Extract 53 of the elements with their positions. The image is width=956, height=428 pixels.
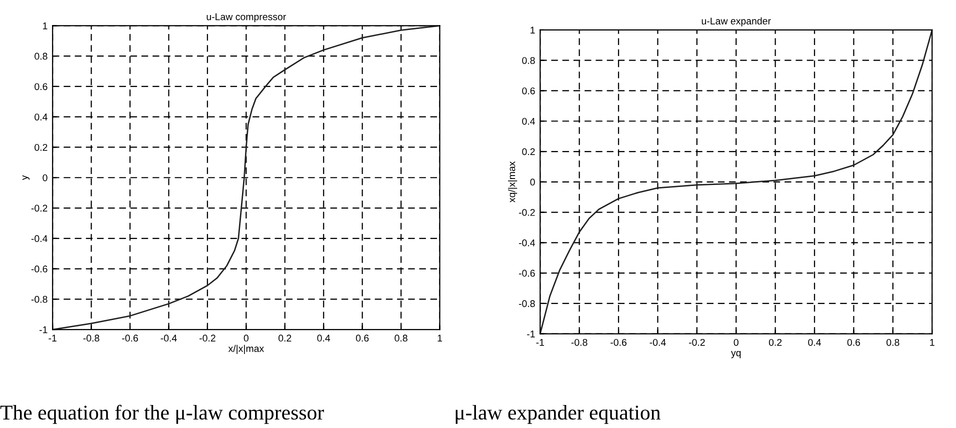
x-tick-label: 0.4 (808, 338, 821, 346)
y-tick-label: 0.8 (34, 52, 48, 60)
y-tick-label: -0.8 (31, 296, 48, 303)
y-tick-label: -1 (40, 326, 48, 334)
x-tick-label: -1 (48, 334, 56, 342)
chart-title: u-Law expander (702, 17, 771, 26)
x-tick-label: 0.6 (356, 334, 369, 342)
x-axis-title: yq (731, 350, 741, 358)
y-tick-label: -0.6 (31, 266, 48, 272)
y-axis-title: y (22, 175, 30, 180)
x-tick-label: 0.2 (278, 334, 292, 342)
x-tick-label: 0.4 (317, 334, 330, 342)
x-tick-label: -0.6 (122, 334, 138, 342)
x-tick-label: -0.6 (610, 338, 626, 346)
y-tick-label: 1 (43, 22, 48, 30)
x-tick-label: -0.4 (650, 338, 666, 346)
y-tick-label: 0 (530, 178, 535, 186)
y-tick-label: -0.8 (518, 300, 535, 308)
y-tick-label: 1 (530, 26, 535, 34)
x-axis-title: x/|x|max (228, 344, 264, 354)
x-tick-label: 0 (244, 334, 248, 342)
chart-title: u-Law compressor (206, 13, 286, 22)
line-series (540, 30, 932, 334)
y-tick-label: 0.4 (34, 114, 48, 120)
y-tick-label: -0.4 (31, 235, 48, 242)
x-tick-label: -0.2 (688, 338, 705, 346)
y-tick-label: 0.8 (522, 57, 535, 64)
x-tick-label: -0.8 (571, 338, 588, 346)
y-tick-label: -0.2 (518, 209, 535, 216)
text: μ-law expander equation (456, 404, 660, 424)
y-tick-label: 0.6 (34, 83, 48, 90)
y-tick-label: 0.4 (522, 118, 535, 125)
x-tick-label: 1 (930, 339, 934, 346)
y-tick-label: 0.2 (522, 148, 535, 156)
x-tick-label: 0.8 (394, 334, 408, 342)
line-series (52, 26, 440, 330)
x-tick-label: 1 (438, 334, 442, 342)
x-tick-label: -1 (536, 339, 544, 346)
y-tick-label: 0.6 (522, 87, 535, 94)
x-tick-label: 0.6 (847, 338, 860, 346)
x-tick-label: -0.4 (160, 334, 177, 342)
y-tick-label: -0.6 (518, 270, 535, 277)
x-tick-label: -0.2 (200, 334, 216, 342)
y-tick-label: -0.4 (518, 239, 535, 246)
y-axis-title: xq/|x|max (508, 161, 518, 202)
x-tick-label: 0.8 (886, 338, 900, 346)
x-tick-label: -0.8 (83, 334, 100, 342)
x-tick-label: 0.2 (768, 338, 782, 346)
y-tick-label: 0.2 (34, 144, 48, 151)
text: The equation for the μ-law compressor (0, 404, 324, 424)
y-tick-label: -0.2 (31, 204, 48, 212)
y-tick-label: 0 (42, 174, 48, 182)
x-tick-label: 0 (734, 338, 738, 346)
